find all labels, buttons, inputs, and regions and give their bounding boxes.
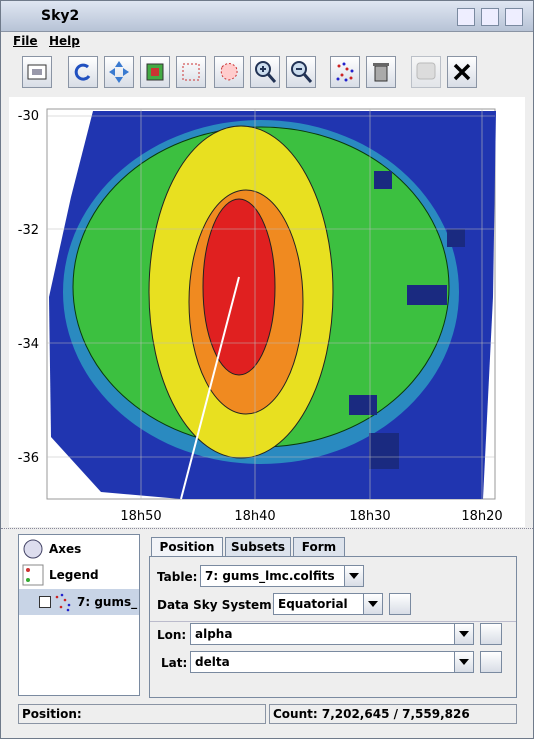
tool-button[interactable] — [447, 56, 477, 88]
tool-button[interactable] — [214, 56, 244, 88]
close-button[interactable] — [505, 8, 523, 26]
icon — [74, 63, 91, 81]
icon — [255, 61, 277, 83]
tool-button[interactable] — [366, 56, 396, 88]
density-red — [202, 198, 276, 376]
tool-button[interactable] — [68, 56, 98, 88]
combo-value: alpha — [195, 627, 233, 641]
combo-arrow[interactable] — [344, 566, 363, 586]
lon-combo[interactable]: alpha — [190, 623, 474, 645]
status-text: Count: 7,202,645 / 7,559,826 — [273, 707, 470, 721]
combo-value: 7: gums_lmc.colfits — [205, 569, 335, 583]
tab[interactable]: Form — [293, 537, 345, 556]
tab-panel: Table: 7: gums_lmc.colfits Data Sky Syst… — [149, 556, 517, 698]
icon — [220, 63, 238, 81]
y-tick-label: -34 — [18, 337, 39, 352]
field-label: Data Sky System: — [157, 598, 277, 612]
combo-arrow[interactable] — [454, 624, 473, 644]
points-icon — [55, 593, 71, 612]
tool-button[interactable] — [22, 56, 52, 88]
tool-button[interactable] — [104, 56, 134, 88]
tool-button[interactable] — [330, 56, 360, 88]
streak — [180, 276, 240, 500]
layer-item[interactable]: Axes — [49, 542, 82, 556]
layer-item[interactable]: 7: gums_ — [77, 595, 138, 609]
tool-button[interactable] — [411, 56, 441, 88]
lat-combo[interactable]: delta — [190, 651, 474, 673]
prev-next-button[interactable] — [480, 623, 502, 645]
selected-row[interactable]: 7: gums_ — [19, 589, 139, 615]
sky-plot: -30 -32 -34 -36 18h50 18h40 18h30 18h20 — [9, 97, 525, 527]
layer-item[interactable]: Legend — [49, 568, 99, 582]
window-title: Sky2 — [41, 8, 80, 24]
status-position: Position: — [18, 704, 266, 724]
y-tick-label: -36 — [18, 451, 39, 466]
split-divider[interactable] — [1, 528, 533, 532]
layer-checkbox[interactable] — [39, 596, 51, 608]
icon — [146, 63, 164, 81]
tab[interactable]: Subsets — [225, 537, 291, 556]
icon — [416, 62, 436, 80]
menu-help[interactable]: Help — [49, 34, 80, 48]
separator — [150, 621, 516, 622]
x-ticks: 18h50 18h40 18h30 18h20 — [120, 509, 502, 524]
status-count: Count: 7,202,645 / 7,559,826 — [269, 704, 517, 724]
y-ticks: -30 -32 -34 -36 — [18, 109, 39, 466]
x-tick-label: 18h20 — [461, 509, 502, 524]
status-text: Position: — [22, 707, 82, 721]
x-tick-label: 18h50 — [120, 509, 161, 524]
axes-icon — [23, 539, 43, 559]
icon — [182, 63, 200, 81]
icon — [291, 61, 313, 83]
grid — [47, 109, 495, 499]
x-tick-label: 18h30 — [349, 509, 390, 524]
icon — [453, 63, 471, 81]
legend-icon — [22, 564, 44, 586]
title-bar: Sky2 — [1, 1, 533, 32]
sky-system-combo[interactable]: Equatorial — [273, 593, 383, 615]
icon — [373, 63, 389, 82]
combo-arrow[interactable] — [363, 594, 382, 614]
icon — [109, 61, 129, 83]
x-tick-label: 18h40 — [234, 509, 275, 524]
field-label: Lon: — [157, 628, 187, 642]
minimize-button[interactable] — [457, 8, 475, 26]
field-label: Table: — [157, 570, 198, 584]
maximize-button[interactable] — [481, 8, 499, 26]
menu-file[interactable]: File — [13, 34, 38, 48]
field-label: Lat: — [161, 656, 188, 670]
layer-list: Axes Legend 7: gums_ — [18, 534, 140, 696]
tab-active[interactable]: Position — [151, 537, 223, 556]
tool-button[interactable] — [140, 56, 170, 88]
combo-value: Equatorial — [278, 597, 348, 611]
icon — [336, 62, 354, 82]
y-tick-label: -32 — [18, 223, 39, 238]
combo-arrow[interactable] — [454, 652, 473, 672]
combo-value: delta — [195, 655, 230, 669]
prev-next-button[interactable] — [389, 593, 411, 615]
prev-next-button[interactable] — [480, 651, 502, 673]
table-combo[interactable]: 7: gums_lmc.colfits — [200, 565, 364, 587]
tool-button[interactable] — [176, 56, 206, 88]
tool-button[interactable] — [250, 56, 280, 88]
icon — [27, 64, 47, 80]
y-tick-label: -30 — [18, 109, 39, 124]
tool-button[interactable] — [286, 56, 316, 88]
